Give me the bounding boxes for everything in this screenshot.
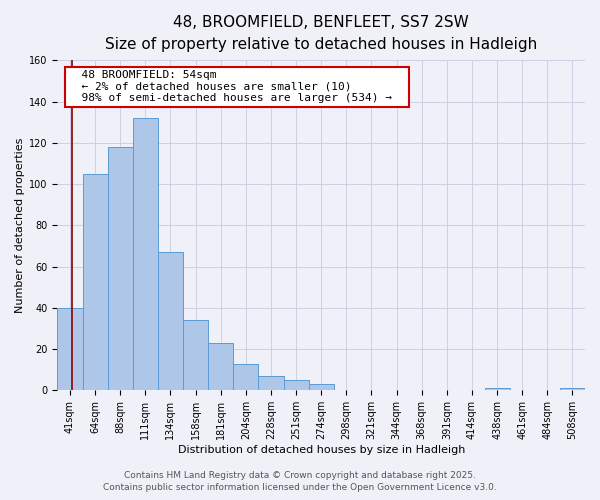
Bar — [308, 384, 334, 390]
Bar — [158, 252, 183, 390]
Text: Contains HM Land Registry data © Crown copyright and database right 2025.
Contai: Contains HM Land Registry data © Crown c… — [103, 471, 497, 492]
Bar — [233, 364, 259, 390]
Bar — [58, 308, 83, 390]
Bar — [284, 380, 308, 390]
Bar — [183, 320, 208, 390]
X-axis label: Distribution of detached houses by size in Hadleigh: Distribution of detached houses by size … — [178, 445, 465, 455]
Bar — [208, 343, 233, 390]
Bar — [133, 118, 158, 390]
Bar — [259, 376, 284, 390]
Title: 48, BROOMFIELD, BENFLEET, SS7 2SW
Size of property relative to detached houses i: 48, BROOMFIELD, BENFLEET, SS7 2SW Size o… — [105, 15, 538, 52]
Bar — [485, 388, 509, 390]
Y-axis label: Number of detached properties: Number of detached properties — [15, 138, 25, 313]
Bar — [560, 388, 585, 390]
Text: 48 BROOMFIELD: 54sqm  
  ← 2% of detached houses are smaller (10)  
  98% of sem: 48 BROOMFIELD: 54sqm ← 2% of detached ho… — [68, 70, 406, 103]
Bar — [83, 174, 107, 390]
Bar — [107, 147, 133, 390]
